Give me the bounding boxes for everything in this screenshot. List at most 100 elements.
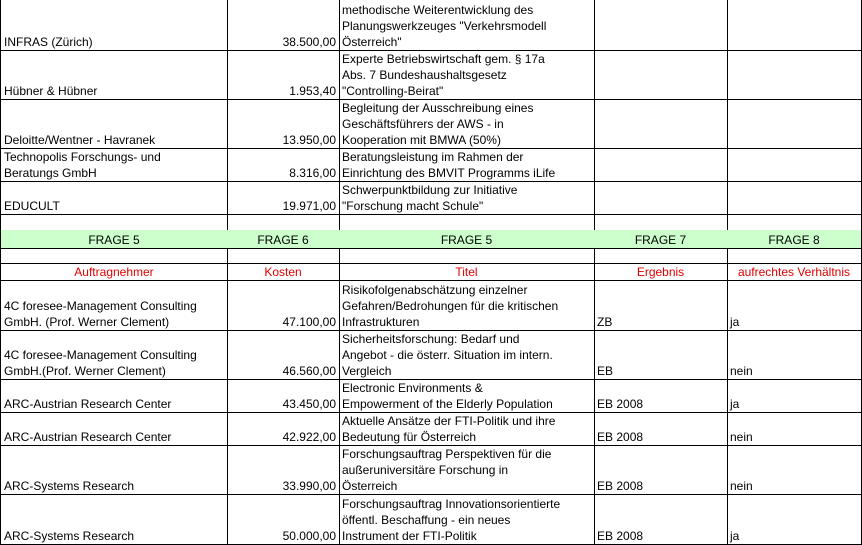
table-cell: 13.950,00 xyxy=(227,99,340,149)
column-header: Auftragnehmer xyxy=(0,263,228,281)
table-cell: 42.922,00 xyxy=(227,412,340,446)
table-cell: Forschungsauftrag Innovationsorientierte… xyxy=(339,494,595,545)
empty-cell xyxy=(0,214,228,231)
section-header-cell: FRAGE 7 xyxy=(594,230,728,249)
table-cell: 4C foresee-Management Consulting GmbH.(P… xyxy=(0,330,228,380)
empty-cell xyxy=(227,248,340,264)
cell-text: Aktuelle Ansätze der FTI-Politik und ihr… xyxy=(342,414,556,444)
table-cell: Risikofolgenabschätzung einzelner Gefahr… xyxy=(339,280,595,331)
cell-text: Schwerpunktbildung zur Initiative "Forsc… xyxy=(342,183,518,213)
table-cell xyxy=(594,0,728,51)
table-cell: EB 2008 xyxy=(594,494,728,545)
table-cell: 50.000,00 xyxy=(227,494,340,545)
cell-text: EB 2008 xyxy=(597,479,644,493)
table-cell: Aktuelle Ansätze der FTI-Politik und ihr… xyxy=(339,412,595,446)
table-cell xyxy=(594,99,728,149)
table-cell xyxy=(594,148,728,182)
cell-text: ja xyxy=(730,529,740,543)
table-cell: Forschungsauftrag Perspektiven für die a… xyxy=(339,445,595,495)
table-cell xyxy=(594,50,728,100)
section-header-cell: FRAGE 8 xyxy=(727,230,862,249)
cell-text: 8.316,00 xyxy=(289,166,336,180)
cell-text: 47.100,00 xyxy=(282,315,336,329)
cell-text: Forschungsauftrag Perspektiven für die a… xyxy=(342,447,552,493)
empty-cell xyxy=(727,214,862,231)
cell-text: FRAGE 5 xyxy=(440,233,493,247)
cell-text: nein xyxy=(730,479,753,493)
table-cell: nein xyxy=(727,412,862,446)
cell-text: 38.500,00 xyxy=(282,35,336,49)
cell-text: EB xyxy=(597,364,614,378)
table-cell: ARC-Austrian Research Center xyxy=(0,379,228,413)
table-cell: ARC-Systems Research xyxy=(0,445,228,495)
table-cell: Sicherheitsforschung: Bedarf und Angebot… xyxy=(339,330,595,380)
cell-text: 4C foresee-Management Consulting GmbH. (… xyxy=(4,299,197,329)
cell-text: ja xyxy=(730,315,740,329)
empty-cell xyxy=(227,214,340,231)
column-header: Ergebnis xyxy=(594,263,728,281)
cell-text: 43.450,00 xyxy=(282,397,336,411)
cell-text: 4C foresee-Management Consulting GmbH.(P… xyxy=(4,348,197,378)
section-header-cell: FRAGE 5 xyxy=(0,230,228,249)
cell-text: Forschungsauftrag Innovationsorientierte… xyxy=(342,497,561,543)
table-cell xyxy=(727,148,862,182)
table-cell: ja xyxy=(727,494,862,545)
cell-text: FRAGE 5 xyxy=(88,233,140,247)
cell-text: Technopolis Forschungs- und Beratungs Gm… xyxy=(4,150,161,180)
table-cell xyxy=(594,181,728,215)
cell-text: 46.560,00 xyxy=(282,364,336,378)
table-cell: methodische Weiterentwicklung des Planun… xyxy=(339,0,595,51)
cell-text: ARC-Austrian Research Center xyxy=(4,430,172,444)
cell-text: Beratungsleistung im Rahmen der Einricht… xyxy=(342,150,556,180)
cell-text: ARC-Systems Research xyxy=(4,479,135,493)
cell-text: EB 2008 xyxy=(597,430,644,444)
cell-text: Titel xyxy=(455,265,478,279)
cell-text: FRAGE 7 xyxy=(634,233,687,247)
empty-cell xyxy=(0,248,228,264)
table-cell: 1.953,40 xyxy=(227,50,340,100)
cell-text: Sicherheitsforschung: Bedarf und Angebot… xyxy=(342,332,553,378)
cell-text: EB 2008 xyxy=(597,397,644,411)
cell-text: 50.000,00 xyxy=(282,529,336,543)
table-cell: EDUCULT xyxy=(0,181,228,215)
table-cell: Schwerpunktbildung zur Initiative "Forsc… xyxy=(339,181,595,215)
table-cell: 47.100,00 xyxy=(227,280,340,331)
cell-text: ARC-Austrian Research Center xyxy=(4,397,172,411)
table-cell: Begleitung der Ausschreibung eines Gesch… xyxy=(339,99,595,149)
table-cell: Technopolis Forschungs- und Beratungs Gm… xyxy=(0,148,228,182)
cell-text: Deloitte/Wentner - Havranek xyxy=(4,133,156,147)
section-header-cell: FRAGE 5 xyxy=(339,230,595,249)
cell-text: Experte Betriebswirtschaft gem. § 17a Ab… xyxy=(342,52,545,98)
empty-cell xyxy=(594,214,728,231)
cell-text: ZB xyxy=(597,315,613,329)
cell-text: Kosten xyxy=(264,265,302,279)
column-header: Titel xyxy=(339,263,595,281)
cell-text: 1.953,40 xyxy=(289,84,336,98)
cell-text: ja xyxy=(730,397,740,411)
table-cell: 33.990,00 xyxy=(227,445,340,495)
table-cell: 38.500,00 xyxy=(227,0,340,51)
cell-text: Hübner & Hübner xyxy=(4,84,98,98)
table-cell: ja xyxy=(727,280,862,331)
cell-text: methodische Weiterentwicklung des Planun… xyxy=(342,3,547,49)
empty-cell xyxy=(594,248,728,264)
table-cell: Beratungsleistung im Rahmen der Einricht… xyxy=(339,148,595,182)
table-cell: 8.316,00 xyxy=(227,148,340,182)
table-cell xyxy=(727,50,862,100)
table-cell: 46.560,00 xyxy=(227,330,340,380)
table-cell: nein xyxy=(727,445,862,495)
table-cell: ja xyxy=(727,379,862,413)
table-cell: ZB xyxy=(594,280,728,331)
table-cell: Hübner & Hübner xyxy=(0,50,228,100)
table-cell: Experte Betriebswirtschaft gem. § 17a Ab… xyxy=(339,50,595,100)
table-cell: 43.450,00 xyxy=(227,379,340,413)
cell-text: Auftragnehmer xyxy=(74,265,154,279)
table-cell xyxy=(727,99,862,149)
empty-cell xyxy=(727,248,862,264)
table-cell: Deloitte/Wentner - Havranek xyxy=(0,99,228,149)
table-cell: EB 2008 xyxy=(594,445,728,495)
cell-text: Ergebnis xyxy=(636,265,685,279)
table-cell xyxy=(727,0,862,51)
cell-text: 13.950,00 xyxy=(282,133,336,147)
